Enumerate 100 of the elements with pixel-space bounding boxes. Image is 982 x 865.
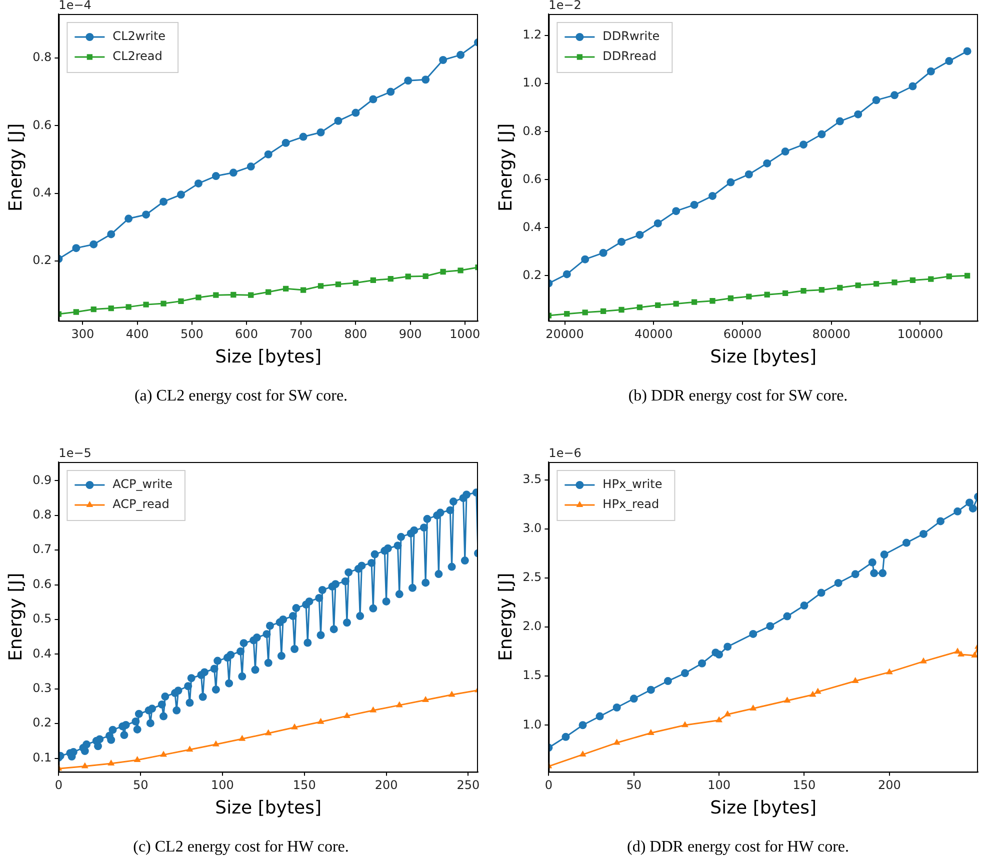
x-axis-title: Size [bytes] <box>215 798 322 819</box>
point <box>800 288 806 294</box>
y-tick-label: 0.5 <box>32 612 52 626</box>
x-tick-label: 250 <box>456 778 480 792</box>
point <box>800 602 808 610</box>
y-tick-label: 0.8 <box>32 508 52 522</box>
x-tick-label: 300 <box>71 327 94 342</box>
point <box>335 281 342 288</box>
point <box>81 762 88 768</box>
point <box>212 740 220 746</box>
y-tick-label: 2.0 <box>522 619 542 634</box>
point <box>318 283 324 289</box>
point <box>818 130 826 138</box>
y-tick-label: 0.2 <box>522 268 542 282</box>
point <box>664 677 672 686</box>
point <box>213 292 219 298</box>
point <box>439 56 448 64</box>
point <box>291 723 298 730</box>
point <box>90 240 98 248</box>
point <box>422 76 430 84</box>
point <box>855 282 861 288</box>
y-tick-label: 0.8 <box>32 50 52 64</box>
x-axis-title: Size [bytes] <box>710 346 816 368</box>
point <box>126 304 132 310</box>
point <box>817 588 826 597</box>
point <box>910 277 916 284</box>
point <box>852 677 859 684</box>
point <box>134 756 141 762</box>
point <box>630 694 638 703</box>
x-tick-label: 100000 <box>897 327 944 342</box>
point <box>920 657 927 664</box>
point <box>600 308 606 314</box>
point <box>186 746 194 752</box>
point <box>971 652 978 658</box>
x-tick-label: 0 <box>54 778 63 792</box>
point <box>744 170 753 178</box>
point <box>964 272 970 278</box>
y-tick-label: 0.6 <box>32 576 52 591</box>
point <box>238 734 246 741</box>
point <box>655 302 661 308</box>
legend-label: DDRwrite <box>602 29 660 44</box>
point <box>672 207 680 216</box>
y-axis-title: Energy [J] <box>5 572 26 661</box>
x-tick-label: 800 <box>344 327 368 342</box>
point <box>369 95 378 104</box>
point <box>388 276 394 282</box>
point <box>266 289 272 295</box>
point <box>710 298 716 304</box>
x-tick-label: 400 <box>126 327 149 342</box>
point <box>870 569 878 578</box>
y-tick-label: 0.8 <box>522 124 542 138</box>
point <box>613 738 620 745</box>
point <box>72 244 80 252</box>
point <box>282 286 289 292</box>
x-tick-label: 80000 <box>812 327 850 342</box>
legend-label: HPx_read <box>602 497 660 512</box>
legend-label: CL2write <box>112 29 166 44</box>
point <box>716 716 723 722</box>
point <box>764 292 770 298</box>
text: (c) CL2 energy cost for HW core. <box>133 838 349 856</box>
legend-label: DDRread <box>602 49 657 64</box>
point <box>945 57 954 66</box>
y-axis-title: Energy [J] <box>495 572 516 661</box>
text: 1e−5 <box>58 446 92 460</box>
y-tick-label: 0.3 <box>32 681 52 696</box>
point <box>763 159 772 168</box>
y-tick-label: 0.1 <box>32 750 52 764</box>
y-tick-label: 3.0 <box>522 521 542 536</box>
point <box>352 108 360 117</box>
point <box>698 659 706 668</box>
point <box>746 294 752 300</box>
point <box>708 192 716 200</box>
point <box>890 91 898 100</box>
point <box>143 302 149 308</box>
y-tick-label: 0.9 <box>32 472 52 487</box>
point <box>673 300 679 307</box>
point <box>928 276 934 282</box>
point <box>448 690 456 697</box>
point <box>317 718 324 724</box>
y-tick-label: 0.4 <box>32 185 52 200</box>
y-tick-label: 0.6 <box>32 118 52 132</box>
point <box>334 116 342 125</box>
y-tick-label: 1.5 <box>522 668 542 682</box>
text: (d) DDR energy cost for HW core. <box>626 838 850 856</box>
text: 1e−4 <box>58 0 92 12</box>
x-tick-label: 50 <box>132 778 148 792</box>
x-tick-label: 20000 <box>546 327 584 342</box>
point <box>636 230 644 239</box>
legend-label: HPx_write <box>602 477 662 492</box>
point <box>968 504 977 512</box>
point <box>370 706 377 712</box>
point <box>728 295 734 302</box>
point <box>834 578 842 587</box>
point <box>784 696 791 703</box>
point <box>612 703 621 712</box>
x-tick-label: 50 <box>626 778 642 792</box>
point <box>902 538 910 547</box>
x-tick-label: 150 <box>792 778 816 792</box>
point <box>818 287 825 293</box>
point <box>579 750 586 757</box>
